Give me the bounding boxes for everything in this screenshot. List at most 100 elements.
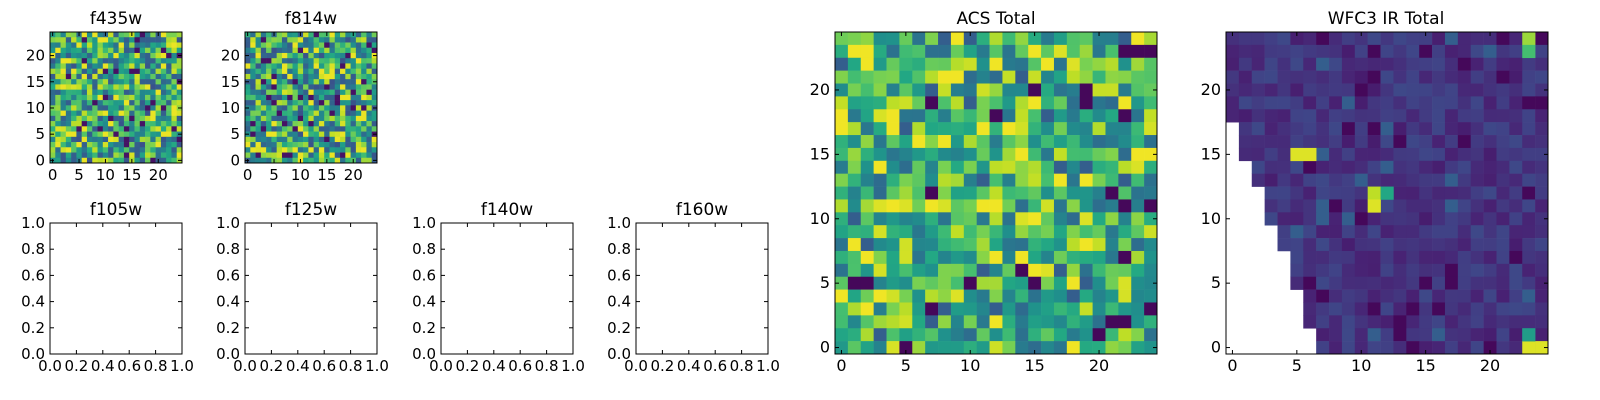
heatmap-cell bbox=[1483, 276, 1497, 290]
heatmap-cell bbox=[1303, 122, 1317, 136]
heatmap-cell bbox=[873, 147, 887, 162]
heatmap-cell bbox=[334, 42, 341, 49]
y-tick-label: 0.4 bbox=[607, 293, 631, 311]
heatmap-cell bbox=[350, 110, 357, 117]
heatmap-cell bbox=[65, 121, 72, 127]
heatmap-cell bbox=[292, 89, 299, 96]
heatmap-cell bbox=[255, 142, 262, 148]
heatmap-cell bbox=[1079, 44, 1093, 59]
heatmap-cell bbox=[1092, 238, 1106, 252]
heatmap-cell bbox=[118, 152, 125, 159]
heatmap-cell bbox=[1393, 135, 1407, 149]
heatmap-cell bbox=[171, 73, 178, 80]
heatmap-cell bbox=[71, 115, 77, 122]
heatmap-cell bbox=[1535, 147, 1549, 162]
heatmap-cell bbox=[97, 42, 104, 49]
heatmap-cell bbox=[1092, 315, 1106, 329]
heatmap-cell bbox=[1277, 160, 1291, 174]
heatmap-cell bbox=[963, 32, 977, 46]
heatmap-cell bbox=[334, 136, 341, 143]
heatmap-cell bbox=[260, 152, 267, 159]
heatmap-cell bbox=[366, 58, 373, 64]
heatmap-cell bbox=[102, 89, 109, 96]
heatmap-cell bbox=[1329, 186, 1343, 200]
heatmap-cell bbox=[340, 79, 346, 85]
heatmap-cell bbox=[1406, 289, 1420, 303]
heatmap-cell bbox=[250, 73, 256, 80]
heatmap-cell bbox=[873, 212, 887, 226]
heatmap-cell bbox=[1105, 83, 1119, 97]
heatmap-cell bbox=[350, 131, 357, 138]
heatmap-cell bbox=[160, 37, 167, 43]
heatmap-cell bbox=[1367, 289, 1381, 303]
heatmap-cell bbox=[108, 68, 114, 75]
heatmap-cell bbox=[176, 37, 183, 43]
heatmap-cell bbox=[92, 126, 98, 132]
heatmap-cell bbox=[65, 94, 72, 101]
heatmap-cell bbox=[1316, 57, 1330, 71]
heatmap-cell bbox=[334, 126, 341, 132]
heatmap-cell bbox=[1303, 83, 1317, 97]
heatmap-cell bbox=[334, 100, 341, 106]
heatmap-cell bbox=[176, 32, 183, 38]
heatmap-cell bbox=[303, 79, 309, 85]
heatmap-cell bbox=[1144, 263, 1158, 278]
heatmap-cell bbox=[1483, 96, 1497, 110]
heatmap-cell bbox=[345, 157, 351, 164]
heatmap-cell bbox=[1303, 276, 1317, 290]
heatmap-cell bbox=[160, 84, 167, 90]
heatmap-cell bbox=[250, 121, 256, 127]
heatmap-cell bbox=[150, 121, 156, 127]
heatmap-cell bbox=[76, 89, 82, 96]
heatmap-cell bbox=[1131, 44, 1145, 59]
heatmap-cell bbox=[989, 57, 1003, 71]
heatmap-cell bbox=[113, 89, 119, 96]
heatmap-cell bbox=[366, 126, 373, 132]
heatmap-cell bbox=[925, 238, 939, 252]
heatmap-cell bbox=[50, 84, 56, 90]
heatmap-cell bbox=[1041, 341, 1055, 355]
heatmap-cell bbox=[355, 37, 362, 43]
heatmap-cell bbox=[55, 105, 61, 111]
heatmap-cell bbox=[371, 152, 378, 159]
heatmap-cell bbox=[886, 44, 900, 59]
heatmap-cell bbox=[1079, 135, 1093, 149]
title-f435w: f435w bbox=[90, 9, 142, 29]
heatmap-cell bbox=[1264, 160, 1278, 174]
heatmap-cell bbox=[281, 32, 288, 38]
heatmap-cell bbox=[1432, 276, 1446, 290]
heatmap-cell bbox=[1535, 212, 1549, 226]
heatmap-cell bbox=[1015, 122, 1029, 136]
heatmap-cell bbox=[1118, 109, 1132, 123]
heatmap-cell bbox=[139, 142, 146, 148]
heatmap-cell bbox=[1251, 160, 1265, 174]
heatmap-cell bbox=[1393, 212, 1407, 226]
heatmap-cell bbox=[340, 126, 346, 132]
heatmap-cell bbox=[113, 110, 119, 117]
heatmap-cell bbox=[976, 96, 990, 110]
heatmap-cell bbox=[1522, 173, 1536, 187]
heatmap-cell bbox=[1496, 315, 1510, 329]
heatmap-cell bbox=[1002, 70, 1016, 84]
heatmap-cell bbox=[139, 110, 146, 117]
heatmap-cell bbox=[1264, 70, 1278, 84]
heatmap-cell bbox=[1470, 173, 1484, 187]
heatmap-cell bbox=[950, 186, 965, 200]
title-f814w: f814w bbox=[285, 9, 337, 29]
heatmap-cell bbox=[266, 42, 272, 49]
heatmap-cell bbox=[81, 157, 88, 164]
heatmap-cell bbox=[1105, 44, 1119, 59]
heatmap-cell bbox=[118, 84, 125, 90]
heatmap-cell bbox=[1393, 225, 1407, 239]
heatmap-cell bbox=[292, 115, 299, 122]
heatmap-cell bbox=[1079, 328, 1093, 342]
heatmap-cell bbox=[1303, 238, 1317, 252]
heatmap-cell bbox=[1226, 32, 1240, 46]
heatmap-cell bbox=[1290, 173, 1304, 187]
heatmap-cell bbox=[835, 32, 849, 46]
heatmap-cell bbox=[355, 131, 362, 138]
heatmap-cell bbox=[371, 84, 378, 90]
heatmap-cell bbox=[287, 126, 293, 132]
heatmap-cell bbox=[835, 212, 849, 226]
heatmap-cell bbox=[308, 79, 314, 85]
